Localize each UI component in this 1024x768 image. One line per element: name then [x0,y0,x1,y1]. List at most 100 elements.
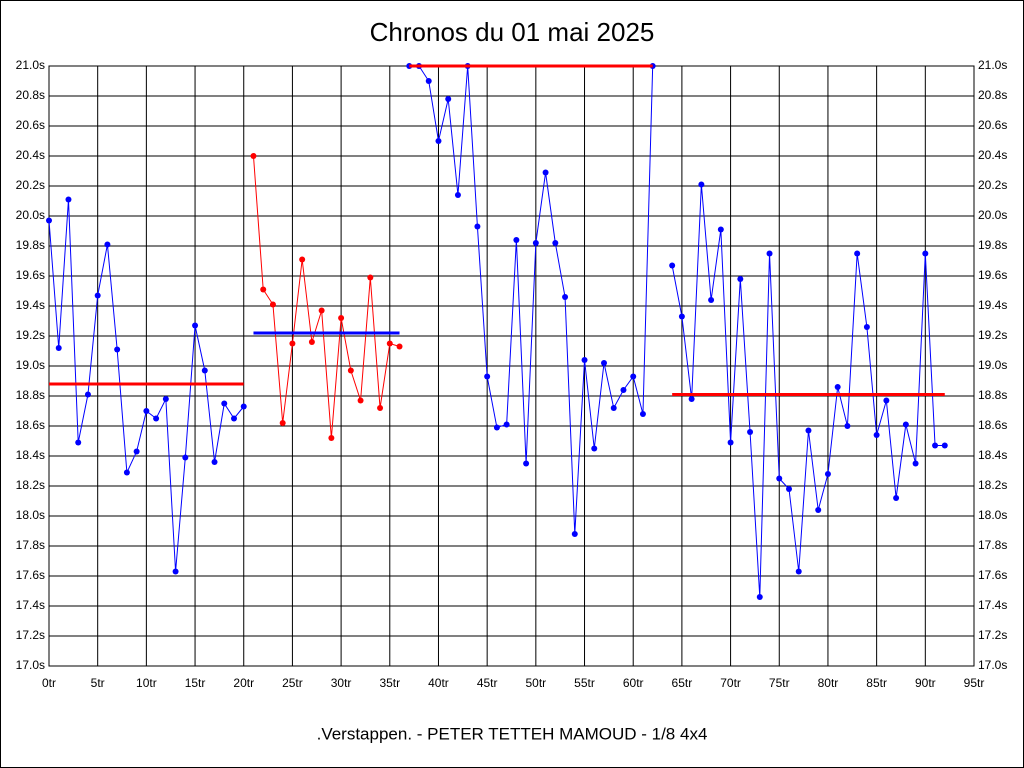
data-point [747,429,754,435]
data-point [922,250,929,257]
data-point [308,339,315,345]
chart-title: Chronos du 01 mai 2025 [370,17,655,47]
y-tick-label-right: 19.8s [978,238,1007,252]
y-tick-label: 20.4s [16,148,45,162]
data-point [104,241,111,248]
data-point [824,471,831,477]
x-tick-label: 95tr [964,676,985,690]
data-point [902,421,909,428]
data-point [630,373,637,380]
data-point [84,391,91,398]
data-point [192,322,199,329]
y-tick-label-right: 20.8s [978,88,1007,102]
data-point [289,340,296,347]
y-tick-label: 18.8s [16,388,45,402]
data-point [805,427,812,434]
x-tick-label: 5tr [91,676,105,690]
series-line [252,155,400,439]
x-tick-label: 90tr [915,676,936,690]
y-tick-label: 21.0s [16,58,45,72]
y-tick-label-right: 20.4s [978,148,1007,162]
x-tick-label: 60tr [623,676,644,690]
y-tick-label-right: 19.2s [978,328,1007,342]
y-tick-label-right: 17.6s [978,568,1007,582]
y-tick-label: 19.0s [16,358,45,372]
chart-subtitle: .Verstappen. - PETER TETTEH MAMOUD - 1/8… [317,724,708,743]
data-point [143,408,150,414]
data-point [717,226,724,233]
y-tick-label: 17.8s [16,538,45,552]
data-point [133,448,140,455]
data-point [386,340,393,347]
x-tick-label: 85tr [866,676,887,690]
y-tick-label: 19.4s [16,298,45,312]
data-point [542,169,549,176]
x-tick-label: 30tr [331,676,352,690]
data-point [182,454,189,461]
data-point [435,138,442,144]
y-tick-label: 19.8s [16,238,45,252]
y-tick-label-right: 17.2s [978,628,1007,642]
y-tick-label-right: 18.0s [978,508,1007,522]
y-tick-label: 17.4s [16,598,45,612]
data-point [863,324,870,330]
y-tick-label: 19.2s [16,328,45,342]
data-point [698,181,705,188]
data-point [688,396,695,402]
y-tick-label-right: 19.4s [978,298,1007,312]
data-point [377,405,384,411]
data-point [523,460,530,467]
data-point [883,397,890,404]
x-tick-label: 20tr [233,676,254,690]
data-point [581,357,588,363]
x-tick-label: 50tr [525,676,546,690]
x-tick-label: 70tr [720,676,741,690]
data-point [123,469,130,476]
data-point [269,301,276,308]
data-point [454,192,461,198]
x-tick-label: 75tr [769,676,790,690]
data-point [367,274,374,281]
y-tick-label-right: 19.6s [978,268,1007,282]
series-line [409,65,654,535]
data-point [932,442,939,449]
data-point [425,78,432,84]
data-point [513,237,520,243]
data-point [279,420,286,426]
y-tick-label: 20.6s [16,118,45,132]
data-point [484,373,491,380]
x-tick-label: 80tr [818,676,839,690]
y-tick-label: 17.0s [16,658,45,672]
y-tick-label: 20.2s [16,178,45,192]
y-tick-label-right: 17.8s [978,538,1007,552]
y-tick-label-right: 20.0s [978,208,1007,222]
y-tick-label-right: 17.0s [978,658,1007,672]
data-point [221,400,228,407]
data-point [766,250,773,257]
data-point [357,397,364,404]
data-point [46,217,52,224]
x-tick-label: 45tr [477,676,498,690]
x-tick-label: 15tr [185,676,206,690]
data-point [727,439,734,446]
y-tick-label: 18.4s [16,448,45,462]
data-point [260,286,267,293]
data-point [328,435,335,441]
y-tick-label: 20.0s [16,208,45,222]
data-point [678,313,685,320]
data-point [912,460,919,467]
data-point [211,459,218,465]
y-tick-label-right: 17.4s [978,598,1007,612]
data-point [396,343,403,350]
data-point [75,439,82,446]
data-point [893,495,900,501]
x-tick-label: 25tr [282,676,303,690]
data-point [552,240,559,246]
data-point [318,307,325,314]
data-point [250,153,257,159]
data-point [172,568,179,575]
data-point [620,387,627,393]
data-point [776,475,783,482]
data-point [756,594,763,600]
